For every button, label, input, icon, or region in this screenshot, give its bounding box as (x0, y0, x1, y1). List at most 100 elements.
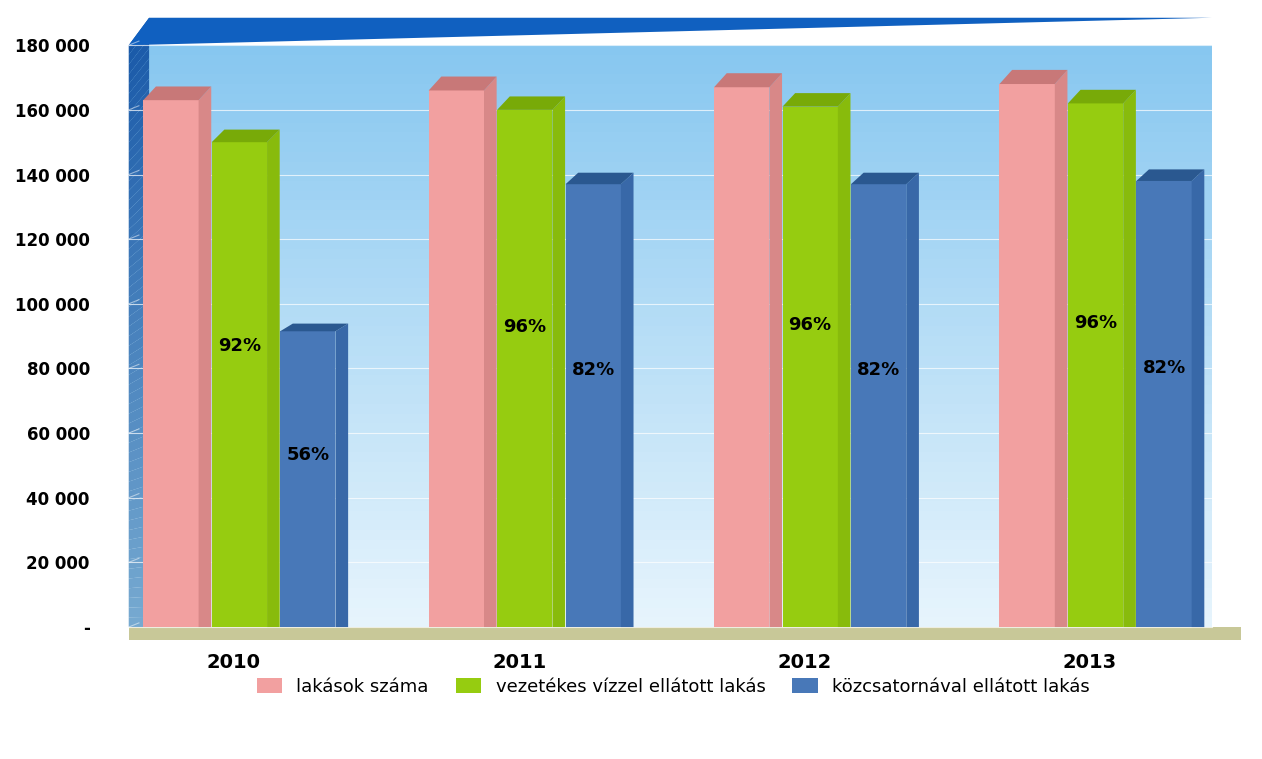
Polygon shape (129, 597, 149, 608)
Polygon shape (129, 363, 149, 385)
Bar (429, 90, 485, 627)
Polygon shape (268, 130, 280, 627)
Bar (129, 142, 1212, 152)
Polygon shape (129, 241, 149, 268)
Polygon shape (129, 109, 149, 142)
Bar (129, 433, 1212, 442)
Bar (129, 123, 1212, 133)
Bar (565, 184, 621, 627)
Polygon shape (129, 99, 149, 133)
Bar (129, 162, 1212, 172)
Bar (129, 598, 1212, 608)
Polygon shape (129, 89, 149, 123)
Bar (129, 462, 1212, 472)
Bar (129, 229, 1212, 239)
Bar (129, 220, 1212, 229)
Polygon shape (129, 606, 149, 617)
Bar (129, 404, 1212, 414)
Polygon shape (129, 393, 149, 414)
Polygon shape (553, 96, 565, 627)
Polygon shape (129, 272, 149, 298)
Polygon shape (129, 566, 149, 578)
Polygon shape (129, 323, 149, 346)
Polygon shape (1068, 90, 1136, 103)
Bar (129, 191, 1212, 200)
Polygon shape (770, 73, 782, 627)
Polygon shape (497, 96, 565, 110)
Polygon shape (129, 38, 149, 74)
Bar (129, 355, 1212, 365)
Bar (1136, 181, 1191, 627)
Polygon shape (129, 191, 149, 220)
Polygon shape (129, 424, 149, 442)
Polygon shape (129, 455, 149, 472)
Bar (129, 307, 1212, 317)
Bar (129, 113, 1212, 123)
Text: 96%: 96% (1074, 314, 1117, 332)
Polygon shape (129, 536, 149, 550)
Bar (280, 331, 336, 627)
Polygon shape (129, 150, 149, 181)
Bar (129, 501, 1212, 511)
Polygon shape (129, 231, 149, 259)
Bar (129, 74, 1212, 84)
Bar (497, 110, 553, 627)
Polygon shape (485, 77, 497, 627)
Polygon shape (129, 251, 149, 278)
Bar (129, 530, 1212, 540)
Polygon shape (129, 292, 149, 317)
Polygon shape (1123, 90, 1136, 627)
Bar (129, 172, 1212, 181)
Polygon shape (129, 180, 149, 210)
Polygon shape (838, 93, 851, 627)
Bar (129, 268, 1212, 278)
Text: 96%: 96% (789, 317, 832, 334)
Polygon shape (129, 119, 149, 152)
Polygon shape (129, 261, 149, 288)
Bar (129, 93, 1212, 103)
Bar (129, 559, 1212, 568)
Bar (129, 103, 1212, 113)
Polygon shape (129, 444, 149, 462)
Text: 92%: 92% (218, 337, 261, 354)
Bar (129, 588, 1212, 598)
Polygon shape (714, 73, 782, 87)
Bar (129, 200, 1212, 210)
Bar (129, 249, 1212, 259)
Bar (129, 511, 1212, 521)
Polygon shape (129, 170, 149, 200)
Polygon shape (129, 282, 149, 307)
Polygon shape (129, 525, 149, 540)
Polygon shape (129, 130, 149, 162)
Polygon shape (129, 332, 149, 355)
Bar (129, 346, 1212, 355)
Polygon shape (129, 617, 149, 627)
Bar (129, 55, 1212, 65)
Bar (129, 46, 1212, 55)
Polygon shape (280, 323, 348, 331)
Polygon shape (129, 58, 149, 93)
Text: 96%: 96% (504, 318, 546, 336)
Bar (212, 142, 268, 627)
Polygon shape (129, 434, 149, 452)
Polygon shape (129, 404, 149, 424)
Bar (129, 317, 1212, 326)
Bar (129, 617, 1212, 627)
Polygon shape (129, 28, 149, 65)
Polygon shape (129, 414, 149, 433)
Polygon shape (129, 79, 149, 113)
Polygon shape (129, 343, 149, 365)
Bar (1068, 103, 1123, 627)
Text: 82%: 82% (572, 361, 615, 380)
Bar (129, 424, 1212, 433)
Polygon shape (129, 505, 149, 521)
Legend: lakások száma, vezetékes vízzel ellátott lakás, közcsatornával ellátott lakás: lakások száma, vezetékes vízzel ellátott… (250, 671, 1097, 704)
Polygon shape (1191, 169, 1204, 627)
Bar (129, 133, 1212, 142)
Bar (129, 395, 1212, 404)
Polygon shape (129, 49, 149, 84)
Polygon shape (129, 353, 149, 375)
Bar (129, 481, 1212, 491)
Polygon shape (212, 130, 280, 142)
Text: 56%: 56% (286, 446, 329, 465)
